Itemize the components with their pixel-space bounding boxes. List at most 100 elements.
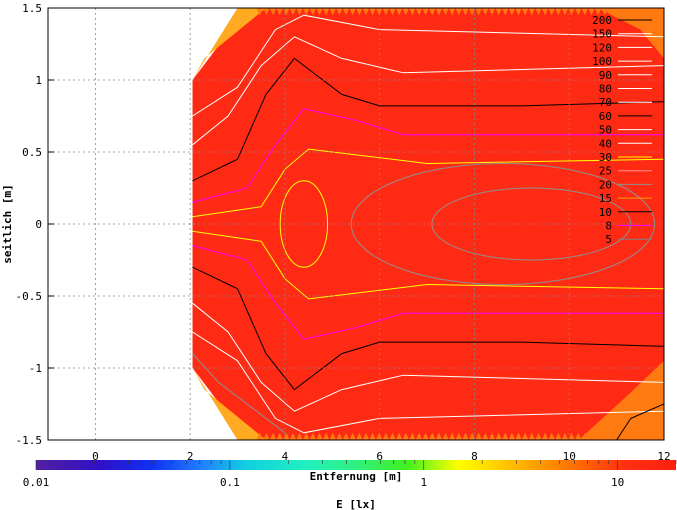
corner-patch-top [597,8,664,59]
edge-tooth [488,432,496,440]
edge-tooth [641,432,648,440]
edge-tooth [409,8,416,16]
edge-tooth [555,8,562,16]
edge-tooth [561,432,569,440]
contour-line [192,302,664,412]
edge-tooth [581,432,589,440]
edge-tooth [322,432,330,440]
edge-band-top [192,8,266,80]
edge-tooth [296,8,303,16]
edge-tooth [468,432,476,440]
legend-label: 200 [592,14,612,27]
edge-tooth [647,432,655,440]
edge-tooth [462,8,469,16]
edge-tooth [263,8,270,16]
edge-tooth [375,8,383,16]
edge-tooth [634,8,642,16]
edge-tooth [455,8,463,16]
edge-tooth [263,432,270,440]
edge-tooth [349,432,356,440]
legend-label: 15 [599,192,612,205]
edge-tooth [435,8,443,16]
edge-tooth [302,8,310,16]
contour-line [192,266,664,391]
contour-line [192,331,664,434]
edge-tooth [535,8,542,16]
y-tick-label: 1 [35,74,42,87]
edge-tooth [256,8,264,16]
edge-tooth [382,8,390,16]
x-tick-label: 2 [187,450,194,463]
edge-tooth [541,432,549,440]
contour-line [192,57,664,182]
edge-tooth [495,8,502,16]
edge-tooth [309,432,317,440]
edge-tooth [362,432,370,440]
edge-tooth [422,8,429,16]
y-tick-label: 0.5 [22,146,42,159]
edge-tooth [375,432,383,440]
edge-tooth [309,8,317,16]
edge-tooth [541,8,549,16]
edge-tooth [555,432,562,440]
edge-tooth [455,432,463,440]
legend-label: 90 [599,69,612,82]
x-tick-label: 12 [657,450,670,463]
edge-tooth [435,432,443,440]
edge-tooth [501,8,509,16]
edge-tooth [488,8,496,16]
edge-tooth [402,432,410,440]
edge-tooth [634,432,642,440]
edge-tooth [342,432,350,440]
edge-tooth [475,432,483,440]
edge-tooth [389,432,396,440]
contour-line [192,14,664,117]
x-axis-ticks: 0 2 4 6 8 10 12 [92,450,671,463]
edge-tooth [594,432,602,440]
edge-tooth [422,432,429,440]
edge-tooth [389,8,396,16]
edge-tooth [289,432,297,440]
edge-tooth [336,432,343,440]
edge-tooth [322,8,330,16]
y-tick-label: 1.5 [22,2,42,15]
edge-tooth [621,8,628,16]
edge-tooth [627,432,635,440]
edge-tooth [269,432,277,440]
edge-tooth [508,432,516,440]
edge-tooth [329,8,337,16]
legend-label: 150 [592,28,612,41]
edge-tooth [508,8,516,16]
contour-line [192,353,286,434]
edge-tooth [362,8,370,16]
edge-tooth [601,432,609,440]
edge-tooth [621,432,628,440]
edge-tooth [442,8,449,16]
edge-tooth [369,8,376,16]
edge-tooth [654,8,662,16]
colorbar-tick-label: 0.1 [220,476,240,489]
x-axis-label: Entfernung [m] [310,470,403,483]
edge-tooth [568,8,575,16]
contour-line [192,108,664,203]
edge-tooth [574,432,582,440]
edge-tooth [568,432,575,440]
edge-tooth [415,8,423,16]
x-tick-label: 6 [376,450,383,463]
x-tick-label: 8 [471,450,478,463]
edge-tooth [296,432,303,440]
edge-tooth [382,432,390,440]
edge-tooth [316,8,323,16]
y-axis-ticks: 1.5 1 0.5 0 -0.5 -1 -1.5 [16,2,54,447]
edge-tooth [342,8,350,16]
edge-tooth [395,432,403,440]
edge-tooth [302,432,310,440]
edge-tooth [349,8,356,16]
edge-tooth [608,8,615,16]
edge-tooth [448,8,456,16]
colorbar-label: E [lx] [336,498,376,510]
edge-tooth [336,8,343,16]
legend-label: 25 [599,165,612,178]
